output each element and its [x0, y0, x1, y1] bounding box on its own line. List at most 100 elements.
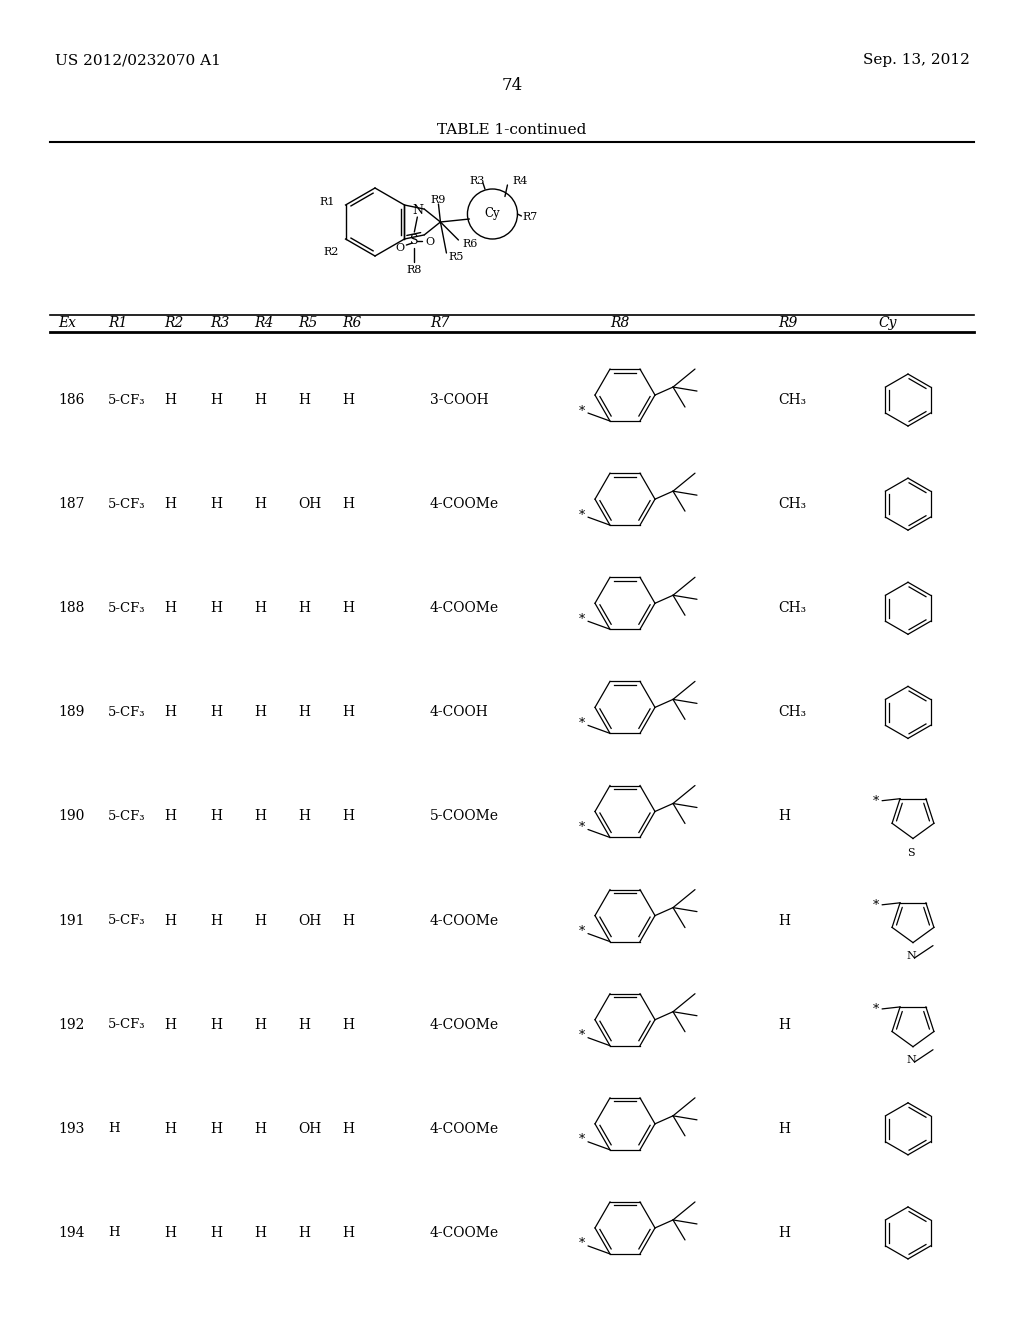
Text: 4-COOMe: 4-COOMe	[430, 1122, 499, 1135]
Text: OH: OH	[298, 913, 322, 928]
Text: 5-CF₃: 5-CF₃	[108, 498, 145, 511]
Text: 4-COOMe: 4-COOMe	[430, 1226, 499, 1239]
Text: CH₃: CH₃	[778, 393, 806, 407]
Text: 5-COOMe: 5-COOMe	[430, 809, 499, 824]
Text: H: H	[298, 1018, 310, 1032]
Text: H: H	[342, 1226, 354, 1239]
Text: H: H	[164, 393, 176, 407]
Text: H: H	[164, 1122, 176, 1135]
Text: H: H	[254, 809, 266, 824]
Text: H: H	[342, 602, 354, 615]
Text: 189: 189	[58, 705, 84, 719]
Text: H: H	[298, 809, 310, 824]
Text: H: H	[210, 913, 222, 928]
Text: R3: R3	[469, 176, 484, 186]
Text: *: *	[579, 1134, 585, 1146]
Text: R7: R7	[522, 213, 538, 222]
Text: H: H	[164, 498, 176, 511]
Text: H: H	[164, 809, 176, 824]
Text: 190: 190	[58, 809, 84, 824]
Text: R1: R1	[108, 315, 127, 330]
Text: *: *	[872, 1003, 880, 1016]
Text: H: H	[254, 913, 266, 928]
Text: H: H	[210, 1226, 222, 1239]
Text: *: *	[579, 508, 585, 521]
Text: H: H	[254, 1122, 266, 1135]
Text: R8: R8	[610, 315, 630, 330]
Text: H: H	[342, 913, 354, 928]
Text: 5-CF₃: 5-CF₃	[108, 602, 145, 615]
Text: H: H	[108, 1226, 120, 1239]
Text: *: *	[579, 1030, 585, 1043]
Text: H: H	[210, 705, 222, 719]
Text: H: H	[164, 913, 176, 928]
Text: H: H	[210, 602, 222, 615]
Text: H: H	[298, 705, 310, 719]
Text: H: H	[778, 1226, 790, 1239]
Text: 186: 186	[58, 393, 84, 407]
Text: *: *	[579, 821, 585, 834]
Text: R2: R2	[164, 315, 183, 330]
Text: 5-CF₃: 5-CF₃	[108, 810, 145, 822]
Text: N: N	[906, 1055, 915, 1065]
Text: 187: 187	[58, 498, 85, 511]
Text: H: H	[778, 1018, 790, 1032]
Text: H: H	[108, 1122, 120, 1135]
Text: H: H	[210, 393, 222, 407]
Text: R4: R4	[512, 176, 527, 186]
Text: O: O	[396, 243, 404, 253]
Text: 188: 188	[58, 602, 84, 615]
Text: H: H	[210, 1018, 222, 1032]
Text: 5-CF₃: 5-CF₃	[108, 915, 145, 927]
Text: Ex: Ex	[58, 315, 76, 330]
Text: H: H	[254, 1018, 266, 1032]
Text: H: H	[164, 1018, 176, 1032]
Text: *: *	[872, 899, 880, 912]
Text: H: H	[342, 1122, 354, 1135]
Text: R6: R6	[463, 239, 478, 249]
Text: OH: OH	[298, 1122, 322, 1135]
Text: H: H	[778, 1122, 790, 1135]
Text: H: H	[164, 1226, 176, 1239]
Text: H: H	[342, 809, 354, 824]
Text: H: H	[254, 602, 266, 615]
Text: H: H	[210, 1122, 222, 1135]
Text: H: H	[210, 498, 222, 511]
Text: R5: R5	[449, 252, 464, 261]
Text: *: *	[579, 925, 585, 939]
Text: R9: R9	[431, 195, 446, 205]
Text: CH₃: CH₃	[778, 705, 806, 719]
Text: H: H	[342, 1018, 354, 1032]
Text: R1: R1	[319, 197, 335, 207]
Text: H: H	[342, 393, 354, 407]
Text: H: H	[164, 602, 176, 615]
Text: H: H	[298, 393, 310, 407]
Text: H: H	[778, 913, 790, 928]
Text: H: H	[254, 393, 266, 407]
Text: R7: R7	[430, 315, 450, 330]
Text: R8: R8	[407, 265, 422, 275]
Text: N: N	[412, 203, 423, 216]
Text: H: H	[298, 602, 310, 615]
Text: R4: R4	[254, 315, 273, 330]
Text: 192: 192	[58, 1018, 84, 1032]
Text: *: *	[579, 404, 585, 417]
Text: R3: R3	[210, 315, 229, 330]
Text: 4-COOMe: 4-COOMe	[430, 498, 499, 511]
Text: 4-COOMe: 4-COOMe	[430, 913, 499, 928]
Text: R2: R2	[323, 247, 338, 257]
Text: Cy: Cy	[484, 207, 501, 220]
Text: H: H	[298, 1226, 310, 1239]
Text: OH: OH	[298, 498, 322, 511]
Text: H: H	[254, 705, 266, 719]
Text: S: S	[907, 847, 914, 858]
Text: O: O	[426, 238, 435, 247]
Text: R9: R9	[778, 315, 798, 330]
Text: 5-CF₃: 5-CF₃	[108, 393, 145, 407]
Text: 5-CF₃: 5-CF₃	[108, 1018, 145, 1031]
Text: R5: R5	[298, 315, 317, 330]
Text: *: *	[579, 1237, 585, 1250]
Text: 194: 194	[58, 1226, 85, 1239]
Text: 4-COOMe: 4-COOMe	[430, 602, 499, 615]
Text: H: H	[778, 809, 790, 824]
